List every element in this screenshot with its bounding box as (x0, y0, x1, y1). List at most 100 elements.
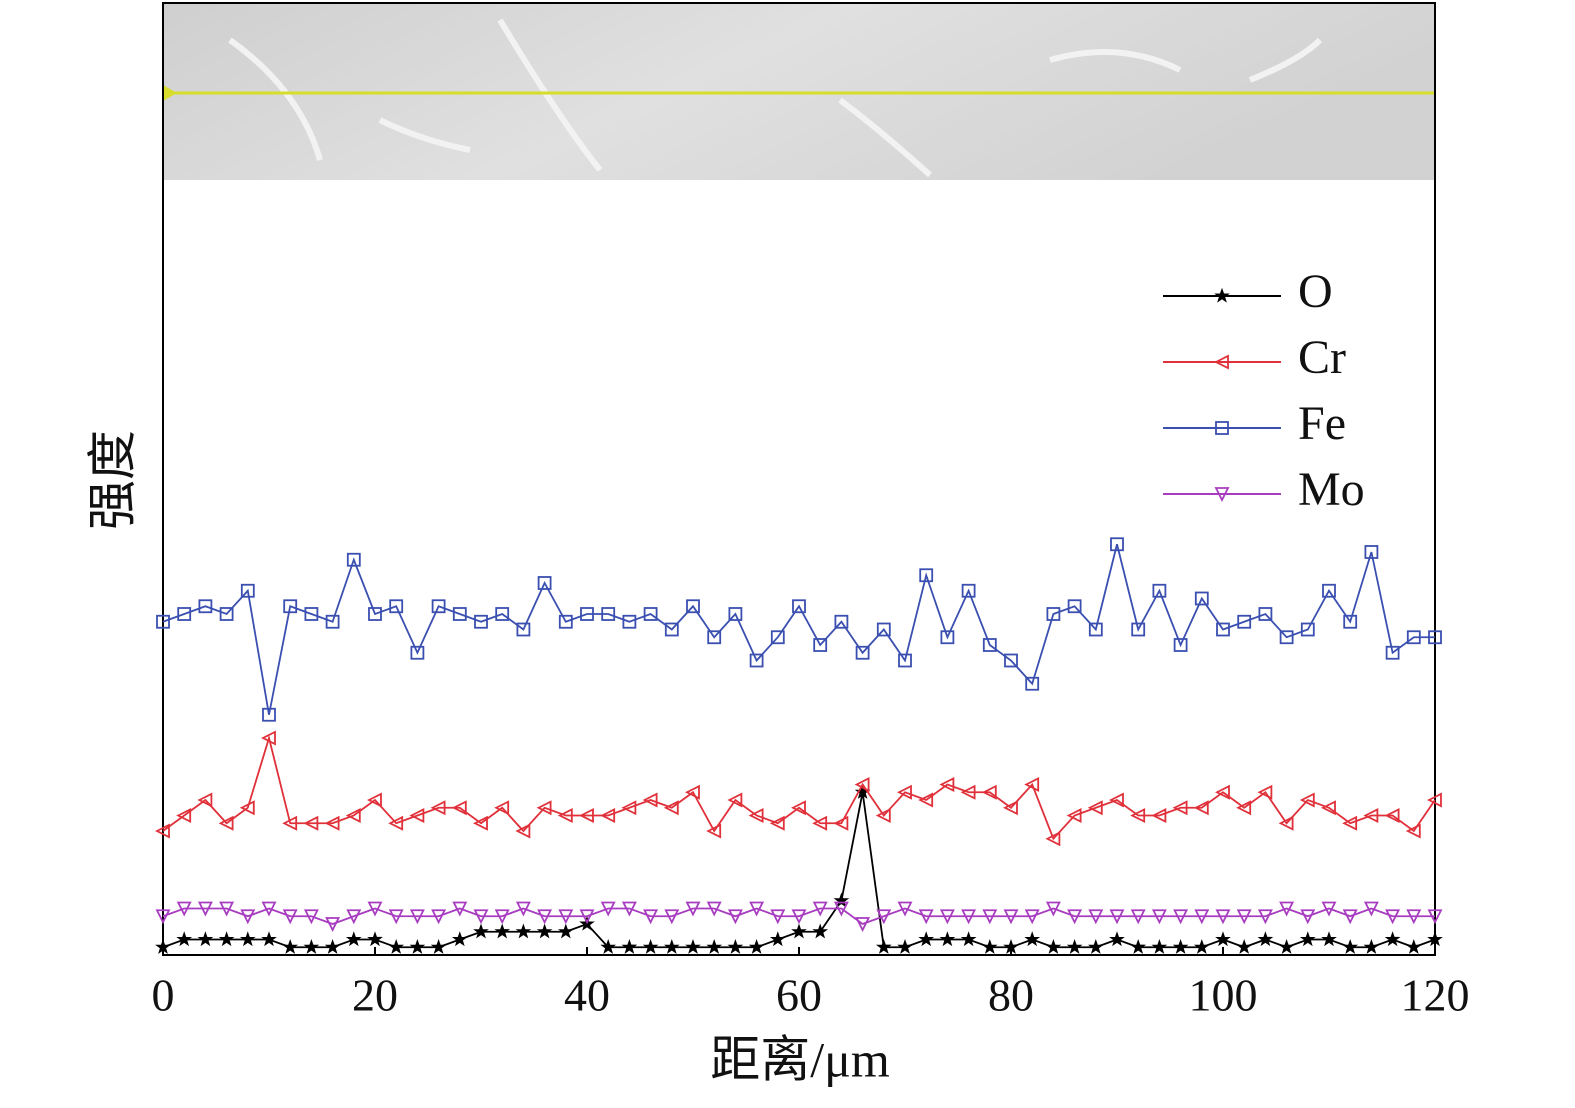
legend-marker (1214, 287, 1230, 303)
marker (769, 815, 785, 831)
marker (325, 917, 341, 933)
marker (1363, 901, 1379, 917)
marker (1428, 630, 1442, 645)
marker (664, 622, 679, 637)
marker (897, 939, 913, 954)
marker (325, 614, 340, 629)
marker (430, 800, 446, 816)
marker (1110, 537, 1124, 552)
marker (791, 909, 807, 925)
marker (812, 923, 829, 939)
marker (770, 909, 786, 925)
marker (1151, 909, 1167, 925)
marker (833, 815, 849, 831)
marker (1173, 909, 1189, 925)
marker (876, 909, 892, 925)
marker (1172, 939, 1189, 954)
marker (727, 939, 744, 954)
marker (389, 599, 404, 614)
marker (1025, 676, 1040, 691)
marker (960, 784, 976, 800)
marker (1066, 808, 1082, 823)
x-tick-label: 100 (1189, 970, 1258, 1021)
marker (1321, 931, 1337, 947)
marker (324, 815, 340, 831)
marker (154, 823, 170, 839)
marker (621, 901, 637, 917)
marker (239, 931, 256, 947)
marker (303, 815, 319, 831)
marker (896, 784, 912, 800)
sem-texture (228, 18, 1323, 178)
marker (855, 645, 870, 660)
marker (961, 583, 976, 598)
marker (1045, 831, 1061, 847)
marker (474, 614, 488, 629)
marker (748, 939, 765, 954)
marker (685, 939, 701, 954)
marker (643, 909, 659, 925)
marker (451, 800, 467, 816)
marker (1193, 939, 1210, 954)
marker (749, 901, 765, 917)
legend-entry: Mo (1163, 463, 1365, 516)
marker (1024, 777, 1040, 792)
marker (282, 815, 298, 831)
marker (283, 599, 298, 614)
marker (833, 892, 850, 908)
marker (1236, 800, 1252, 816)
marker (1152, 583, 1167, 598)
legend-marker (1214, 487, 1230, 503)
marker (324, 939, 341, 954)
scan-arrow (163, 85, 177, 101)
marker (451, 931, 468, 947)
marker (1258, 607, 1273, 621)
marker (685, 901, 701, 917)
marker (516, 622, 531, 637)
marker (431, 909, 447, 925)
marker (1194, 591, 1209, 606)
marker (663, 800, 679, 816)
marker (495, 607, 510, 621)
marker (939, 909, 955, 925)
marker (494, 923, 511, 939)
marker (1299, 792, 1315, 808)
marker (1278, 815, 1294, 831)
marker (622, 614, 637, 629)
marker (748, 808, 764, 823)
marker (197, 792, 213, 808)
marker (1342, 939, 1359, 954)
marker (1364, 545, 1379, 559)
marker (706, 939, 723, 954)
marker (1342, 815, 1358, 831)
marker (156, 614, 170, 629)
marker (1385, 645, 1400, 660)
marker (388, 909, 404, 925)
marker (898, 653, 912, 668)
marker (1045, 939, 1062, 954)
marker (1300, 622, 1315, 637)
marker (1108, 792, 1124, 808)
marker (707, 630, 722, 645)
marker (515, 823, 531, 839)
marker (176, 808, 192, 823)
marker (346, 909, 362, 925)
series-line (162, 544, 1435, 715)
marker (1426, 792, 1442, 808)
marker (1279, 630, 1294, 645)
marker (1130, 808, 1146, 823)
marker (1300, 909, 1316, 925)
marker (642, 792, 658, 808)
marker (219, 901, 235, 917)
x-tick-label: 0 (152, 970, 175, 1021)
marker (960, 931, 977, 947)
marker (262, 707, 276, 722)
legend-entry: Fe (1163, 397, 1346, 450)
marker (1002, 800, 1018, 816)
y-axis-label: 强度 (84, 430, 140, 530)
marker (876, 622, 891, 637)
marker (686, 599, 700, 614)
legend-entry: O (1163, 265, 1333, 318)
series-line (162, 734, 1436, 841)
